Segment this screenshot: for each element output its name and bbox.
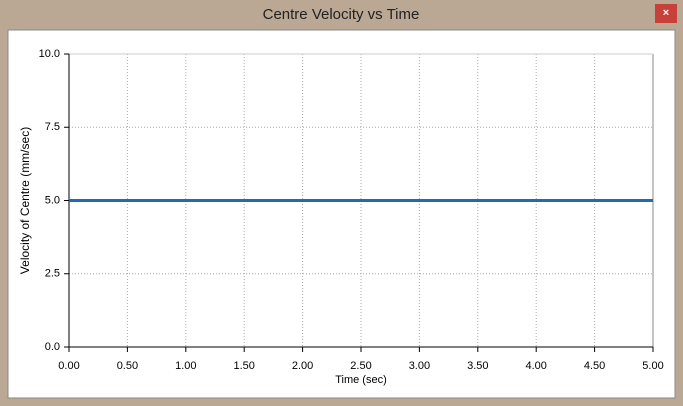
y-tick-label: 2.5	[45, 268, 60, 280]
x-tick-label: 4.00	[525, 360, 546, 372]
x-tick-label: 3.00	[409, 360, 430, 372]
x-tick-label: 5.00	[642, 360, 663, 372]
x-tick-label: 4.50	[584, 360, 605, 372]
y-tick-label: 10.0	[39, 48, 60, 60]
x-tick-label: 2.50	[350, 360, 371, 372]
y-tick-label: 0.0	[45, 341, 60, 353]
x-tick-label: 2.00	[292, 360, 313, 372]
x-tick-label: 0.50	[117, 360, 138, 372]
chart-panel	[7, 29, 676, 399]
close-button[interactable]	[655, 4, 677, 23]
x-tick-label: 3.50	[467, 360, 488, 372]
window-title: Centre Velocity vs Time	[263, 6, 420, 23]
y-axis-label: Velocity of Centre (mm/sec)	[18, 127, 32, 274]
x-tick-label: 1.50	[233, 360, 254, 372]
y-tick-label: 7.5	[45, 121, 60, 133]
x-axis-label: Time (sec)	[335, 374, 387, 386]
y-tick-label: 5.0	[45, 194, 60, 206]
close-icon[interactable]: ×	[663, 7, 669, 19]
x-tick-label: 1.00	[175, 360, 196, 372]
x-tick-label: 0.00	[58, 360, 79, 372]
